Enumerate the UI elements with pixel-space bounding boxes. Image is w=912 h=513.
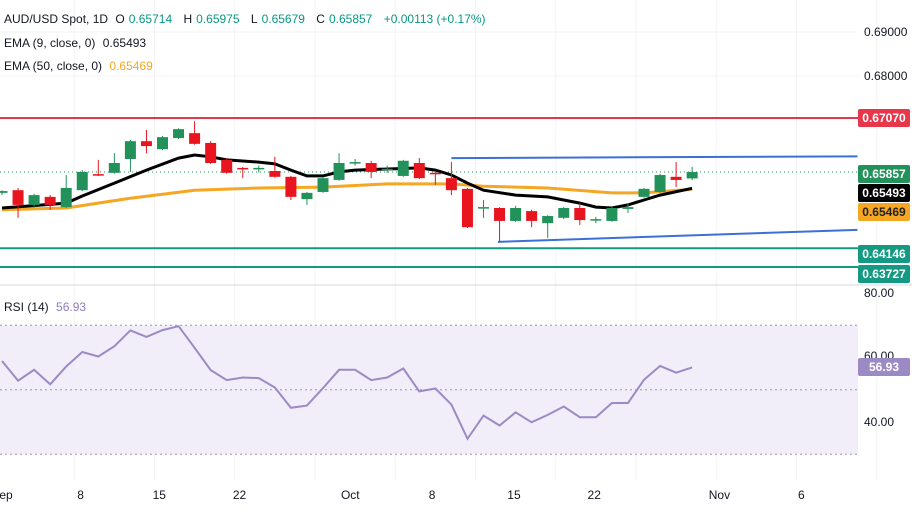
rsi-line	[1, 325, 693, 441]
x-tick-label: Nov	[708, 488, 731, 502]
candle-body	[92, 174, 104, 176]
ohlc-change: +0.00113 (+0.17%)	[383, 12, 486, 26]
support-badge-1: 0.64146	[858, 245, 910, 263]
candle-body	[317, 178, 329, 192]
candle-body	[108, 163, 120, 173]
candle-body	[28, 195, 40, 205]
ema9-value: 0.65493	[102, 36, 147, 50]
candle-body	[301, 192, 313, 200]
candle-body	[461, 188, 473, 228]
ema9-line	[1, 153, 693, 210]
price-tick: 0.68000	[864, 69, 908, 83]
candle-body	[574, 208, 586, 221]
x-tick-label: 22	[232, 488, 247, 502]
ema50-line	[1, 182, 693, 212]
candle-body	[445, 178, 457, 191]
rsi-tick: 80.00	[864, 286, 895, 300]
candle-body	[638, 188, 650, 197]
candle-body	[510, 208, 522, 221]
x-tick-label: 8	[428, 488, 436, 502]
x-tick-label: 8	[77, 488, 84, 502]
ohlc-low: L 0.65679	[250, 12, 305, 26]
candle-body	[12, 190, 24, 205]
rsi-legend[interactable]: RSI (14) 56.93	[4, 300, 87, 314]
x-tick-label: 6	[797, 488, 805, 502]
ohlc-open: O 0.65714	[115, 12, 173, 26]
price-tick: 0.69000	[864, 25, 908, 39]
rsi-tick: 40.00	[864, 415, 895, 429]
candle-body	[526, 211, 538, 221]
level-badge-red: 0.67070	[858, 109, 910, 127]
candle-body	[670, 176, 682, 180]
candle-body	[429, 172, 441, 175]
ema9-badge: 0.65493	[858, 184, 910, 202]
rsi-badge: 56.93	[858, 358, 910, 376]
x-tick-label: 22	[587, 488, 601, 502]
candle-body	[60, 187, 72, 208]
candle-body	[124, 141, 136, 159]
candle-body	[494, 208, 506, 221]
candle-body	[478, 207, 489, 209]
candle-body	[221, 159, 233, 173]
ohlc-high: H 0.65975	[183, 12, 240, 26]
candle-body	[237, 167, 249, 170]
x-tick-label: Oct	[340, 488, 360, 502]
ema50-badge: 0.65469	[858, 203, 910, 221]
candle-body	[205, 142, 217, 164]
candle-body	[542, 216, 554, 224]
symbol-legend: AUD/USD Spot, 1D O 0.65714 H 0.65975 L 0.65…	[4, 12, 490, 26]
candle-body	[140, 141, 152, 147]
candle-body	[269, 171, 281, 177]
candle-body	[253, 167, 265, 170]
rsi-value: 56.93	[56, 300, 87, 314]
candle-body	[285, 176, 297, 197]
candle-body	[173, 129, 185, 139]
candle-body	[686, 172, 698, 179]
channel-trend-line	[451, 155, 858, 160]
last-price-badge: 0.65857	[858, 165, 910, 183]
support-badge-2: 0.63727	[858, 265, 910, 283]
candle-body	[654, 175, 666, 192]
candle-body	[558, 208, 570, 218]
candle-body	[349, 162, 361, 164]
channel-trend-line	[497, 228, 858, 243]
candle-body	[590, 219, 602, 221]
ohlc-close: C 0.65857	[316, 12, 373, 26]
x-tick-label: 15	[152, 488, 166, 502]
ema50-legend[interactable]: EMA (50, close, 0) 0.65469	[4, 59, 153, 73]
candle-body	[0, 191, 8, 193]
ema9-legend[interactable]: EMA (9, close, 0) 0.65493	[4, 36, 147, 50]
candle-body	[333, 163, 345, 180]
candle-body	[76, 171, 88, 191]
candle-body	[381, 168, 393, 171]
candle-body	[413, 163, 425, 179]
candle-body	[622, 207, 634, 209]
candle-body	[189, 133, 201, 144]
symbol-title: AUD/USD Spot, 1D	[4, 12, 109, 26]
candle-body	[606, 208, 618, 221]
x-tick-label: 15	[507, 488, 521, 502]
candle-body	[365, 163, 377, 172]
ema50-value: 0.65469	[109, 59, 153, 73]
candle-body	[397, 160, 409, 176]
candle-body	[157, 137, 168, 150]
candle-body	[44, 196, 56, 205]
x-tick-label: Sep	[0, 488, 13, 502]
